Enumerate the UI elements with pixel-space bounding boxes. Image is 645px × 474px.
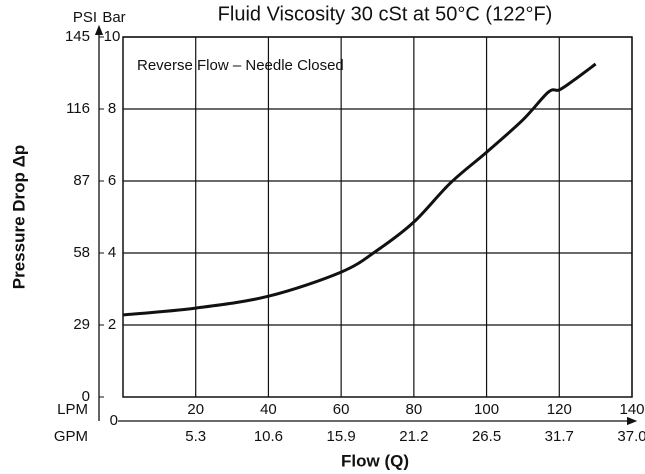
- y-tick-label: 8: [108, 100, 116, 117]
- x-tick-label: 20: [187, 401, 204, 418]
- x-tick-label: 0: [110, 412, 118, 429]
- x-tick-label: 80: [406, 401, 423, 418]
- x-unit: LPM: [57, 401, 88, 418]
- x2-tick-label: 10.6: [254, 428, 283, 445]
- y2-tick-label: 29: [73, 316, 90, 333]
- x2-tick-label: 31.7: [545, 428, 574, 445]
- x2-tick-label: 5.3: [185, 428, 206, 445]
- y2-tick-label: 87: [73, 172, 90, 189]
- y-tick-label: 2: [108, 316, 116, 333]
- y-tick-label: 6: [108, 172, 116, 189]
- x-tick-label: 100: [474, 401, 499, 418]
- y2-tick-label: 58: [73, 244, 90, 261]
- y-tick-label: 4: [108, 244, 116, 261]
- annotation: Reverse Flow – Needle Closed: [137, 57, 344, 74]
- y-tick-label: 10: [104, 28, 121, 45]
- y2-tick-label: 116: [66, 100, 90, 117]
- x2-unit: GPM: [54, 428, 88, 445]
- x-axis-label: Flow (Q): [341, 451, 409, 470]
- x2-tick-label: 21.2: [399, 428, 428, 445]
- x2-tick-label: 15.9: [327, 428, 356, 445]
- chart-title: Fluid Viscosity 30 cSt at 50°C (122°F): [218, 3, 553, 25]
- x-tick-label: 120: [547, 401, 572, 418]
- x-tick-label: 60: [333, 401, 350, 418]
- y-unit: Bar: [102, 9, 125, 26]
- x-tick-label: 40: [260, 401, 277, 418]
- y2-tick-label: 145: [65, 28, 90, 45]
- y2-unit: PSI: [73, 9, 97, 26]
- y-axis-label: Pressure Drop Δp: [9, 145, 28, 289]
- x-tick-label: 140: [619, 401, 644, 418]
- curve: [122, 62, 597, 317]
- x2-tick-label: 37.0: [617, 428, 645, 445]
- x2-tick-label: 26.5: [472, 428, 501, 445]
- y2-tick-label: 0: [82, 388, 90, 405]
